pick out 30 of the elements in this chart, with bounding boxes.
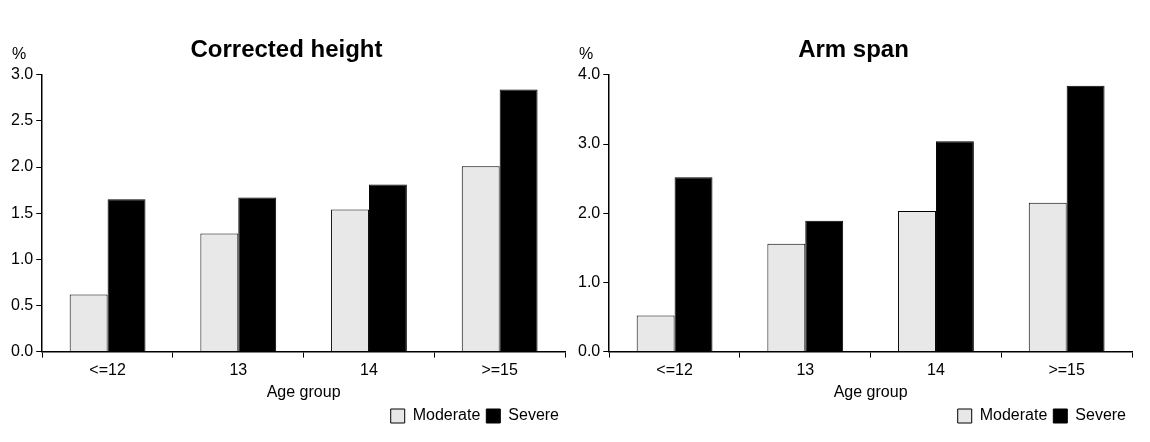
y-tick-label: 2.5	[10, 111, 34, 129]
y-tick-label: 2.0	[10, 157, 34, 175]
y-tick-label: 0.0	[10, 342, 34, 360]
y-tick-label: 1.0	[10, 249, 34, 267]
y-axis-title: %	[579, 45, 594, 63]
y-tick-label: 4.0	[577, 65, 601, 83]
x-tick-label: 14	[360, 360, 378, 378]
y-axis-title: %	[12, 45, 27, 63]
y-tick-label: 1.0	[577, 272, 601, 290]
legend-label: Severe	[508, 406, 560, 424]
x-axis-title: Age group	[266, 382, 341, 400]
legend-label: Moderate	[412, 406, 481, 424]
x-tick-label: >=15	[1048, 360, 1085, 378]
x-tick-label: <=12	[656, 360, 693, 378]
chart-title: Corrected height	[190, 35, 383, 63]
chart-title: Arm span	[798, 35, 909, 63]
y-tick-label: 0.5	[10, 295, 34, 313]
x-tick-label: 13	[229, 360, 248, 378]
legend-label: Moderate	[979, 406, 1048, 424]
y-tick-label: 3.0	[577, 134, 601, 152]
y-tick-label: 2.0	[577, 203, 601, 221]
y-tick-label: 3.0	[10, 65, 34, 83]
y-tick-label: 1.5	[10, 203, 34, 221]
x-axis-title: Age group	[833, 382, 908, 400]
y-tick-label: 0.0	[577, 342, 601, 360]
x-tick-label: 13	[796, 360, 815, 378]
legend-label: Severe	[1075, 406, 1127, 424]
x-tick-label: >=15	[481, 360, 518, 378]
x-tick-label: <=12	[89, 360, 126, 378]
x-tick-label: 14	[927, 360, 945, 378]
